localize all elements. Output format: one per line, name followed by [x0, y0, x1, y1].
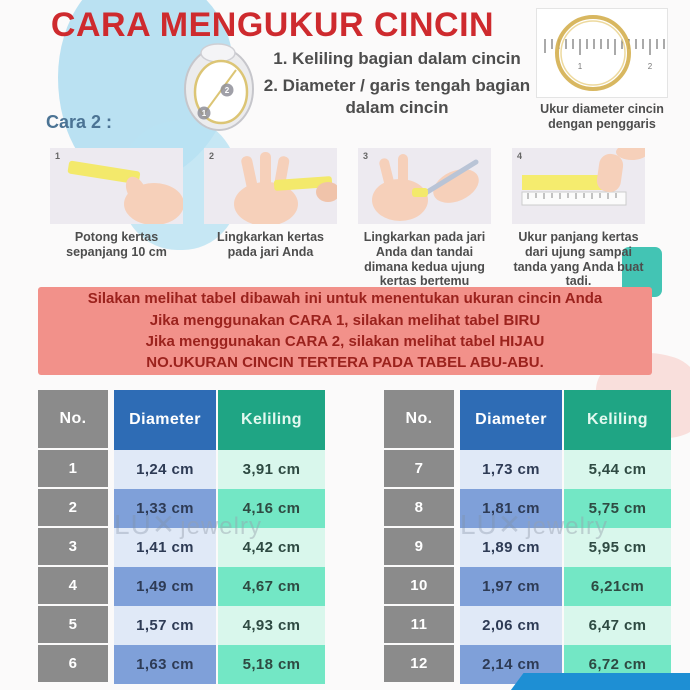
column-header-no: No.: [384, 390, 454, 450]
diameter-value: 1,89 cm: [460, 528, 562, 567]
table-row: 3 1,41 cm 4,42 cm: [38, 528, 325, 567]
cara1-item-diameter: 2. Diameter / garis tengah bagian dalam …: [263, 76, 531, 118]
diameter-value: 1,33 cm: [114, 489, 216, 528]
diameter-value: 1,41 cm: [114, 528, 216, 567]
size-number: 3: [38, 528, 108, 567]
step-3-caption: Lingkarkan pada jari Anda dan tandai dim…: [363, 230, 486, 289]
table-header-row: No. Diameter Keliling: [384, 390, 671, 450]
cara2-steps: 1 Potong kertas sepanjang 10 cm 2 Lingka…: [50, 148, 645, 289]
diameter-value: 1,73 cm: [460, 450, 562, 489]
column-header-keliling: Keliling: [218, 390, 325, 450]
keliling-value: 5,95 cm: [564, 528, 671, 567]
diameter-label: 2: [225, 86, 230, 95]
step-2: 2 Lingkarkan kertas pada jari Anda: [204, 148, 337, 289]
ruler-number: 1: [578, 62, 583, 71]
size-number: 12: [384, 645, 454, 684]
notice-line: Jika menggunakan CARA 2, silakan melihat…: [145, 333, 545, 350]
diameter-value: 1,81 cm: [460, 489, 562, 528]
keliling-value: 6,47 cm: [564, 606, 671, 645]
keliling-value: 4,67 cm: [218, 567, 325, 606]
diameter-value: 1,97 cm: [460, 567, 562, 606]
size-number: 2: [38, 489, 108, 528]
step-4-caption: Ukur panjang kertas dari ujung sampai ta…: [513, 230, 644, 289]
step-3-photo: 3: [358, 148, 491, 224]
keliling-value: 3,91 cm: [218, 450, 325, 489]
keliling-value: 4,16 cm: [218, 489, 325, 528]
table-row: 1 1,24 cm 3,91 cm: [38, 450, 325, 489]
keliling-value: 4,93 cm: [218, 606, 325, 645]
size-number: 8: [384, 489, 454, 528]
step-number: 4: [517, 151, 523, 161]
keliling-value: 6,21cm: [564, 567, 671, 606]
step-2-caption: Lingkarkan kertas pada jari Anda: [217, 230, 324, 259]
step-number: 2: [209, 151, 215, 161]
column-header-diameter: Diameter: [114, 390, 216, 450]
ring-diagram-icon: 2 1: [184, 43, 254, 131]
notice-line: Jika menggunakan CARA 1, silakan melihat…: [149, 311, 541, 329]
column-header-diameter: Diameter: [460, 390, 562, 450]
table-header-row: No. Diameter Keliling: [38, 390, 325, 450]
size-number: 5: [38, 606, 108, 645]
step-2-photo: 2: [204, 148, 337, 224]
ruler-number: 2: [648, 62, 653, 71]
size-table-left: No. Diameter Keliling 1 1,24 cm 3,91 cm …: [38, 390, 325, 684]
size-number: 6: [38, 645, 108, 684]
table-row: 10 1,97 cm 6,21cm: [384, 567, 671, 606]
diameter-value: 1,24 cm: [114, 450, 216, 489]
diameter-value: 1,57 cm: [114, 606, 216, 645]
notice-line: Silakan melihat tabel dibawah ini untuk …: [87, 290, 603, 308]
page-title: CARA MENGUKUR CINCIN: [50, 6, 495, 44]
size-table-right: No. Diameter Keliling 7 1,73 cm 5,44 cm …: [384, 390, 671, 684]
step-1-photo: 1: [50, 148, 183, 224]
diameter-value: 1,63 cm: [114, 645, 216, 684]
size-number: 10: [384, 567, 454, 606]
notice-line: NO.UKURAN CINCIN TERTERA PADA TABEL ABU-…: [146, 354, 544, 372]
cara1-item-keliling: 1. Keliling bagian dalam cincin: [273, 49, 521, 68]
column-header-keliling: Keliling: [564, 390, 671, 450]
step-number: 3: [363, 151, 369, 161]
column-header-no: No.: [38, 390, 108, 450]
size-number: 1: [38, 450, 108, 489]
table-row: 7 1,73 cm 5,44 cm: [384, 450, 671, 489]
table-row: 9 1,89 cm 5,95 cm: [384, 528, 671, 567]
cara1-instructions: 1. Keliling bagian dalam cincin 2. Diame…: [258, 48, 536, 124]
table-row: 2 1,33 cm 4,16 cm: [38, 489, 325, 528]
step-1: 1 Potong kertas sepanjang 10 cm: [50, 148, 183, 289]
table-row: 5 1,57 cm 4,93 cm: [38, 606, 325, 645]
table-row: 8 1,81 cm 5,75 cm: [384, 489, 671, 528]
ruler-photo-caption: Ukur diameter cincin dengan penggaris: [540, 102, 664, 131]
step-number: 1: [55, 151, 61, 161]
diameter-value: 2,06 cm: [460, 606, 562, 645]
step-1-caption: Potong kertas sepanjang 10 cm: [66, 230, 167, 259]
ruler-photo-block: 1 2 Ukur diameter cincin dengan penggari…: [536, 8, 668, 132]
table-row: 6 1,63 cm 5,18 cm: [38, 645, 325, 684]
cara2-heading: Cara 2 :: [46, 112, 113, 132]
size-number: 7: [384, 450, 454, 489]
table-row: 4 1,49 cm 4,67 cm: [38, 567, 325, 606]
size-number: 9: [384, 528, 454, 567]
diameter-value: 1,49 cm: [114, 567, 216, 606]
notice-box: Silakan melihat tabel dibawah ini untuk …: [38, 287, 652, 375]
step-3: 3 Lingkarkan pada jari Anda dan tandai d…: [358, 148, 491, 289]
ring-on-ruler-photo: 1 2: [536, 8, 668, 98]
size-number: 4: [38, 567, 108, 606]
keliling-value: 5,18 cm: [218, 645, 325, 684]
keliling-value: 4,42 cm: [218, 528, 325, 567]
blue-bar-decoration: [505, 673, 690, 690]
table-row: 11 2,06 cm 6,47 cm: [384, 606, 671, 645]
keliling-value: 5,44 cm: [564, 450, 671, 489]
step-4-photo: 4: [512, 148, 645, 224]
step-4: 4 Ukur panjang kertas dari ujung sampai …: [512, 148, 645, 289]
size-number: 11: [384, 606, 454, 645]
circumference-label: 1: [202, 109, 207, 118]
keliling-value: 5,75 cm: [564, 489, 671, 528]
